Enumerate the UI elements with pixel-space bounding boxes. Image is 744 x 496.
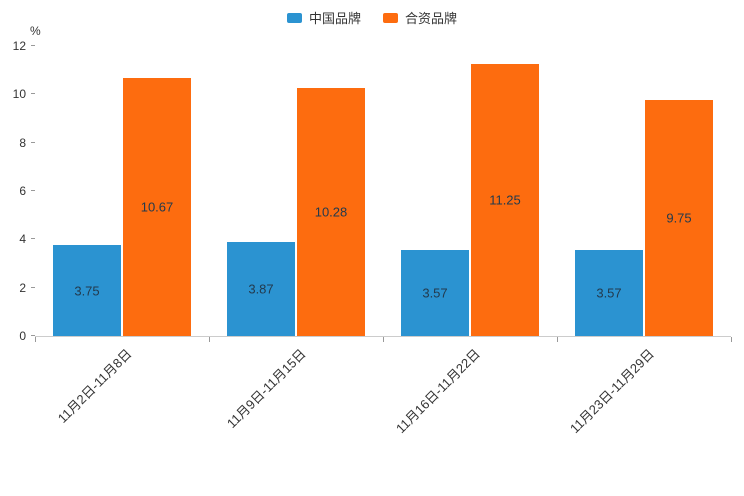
y-axis-tick-mark [31,335,35,336]
y-axis-tick-label: 6 [19,184,26,198]
bar-group: 3.87 10.28 [209,46,383,336]
bar-series-0-cat-0[interactable]: 3.75 [53,245,121,336]
y-axis-unit-label: % [30,24,41,38]
legend-label-joint-venture-brand: 合资品牌 [405,11,458,26]
y-axis-tick-label: 8 [19,135,26,150]
bar-value-label: 10.28 [314,204,348,220]
legend-item-joint-venture-brand[interactable]: 合资品牌 [383,8,457,27]
y-axis-tick-label: 10 [12,87,26,102]
x-axis-tick-mark [383,337,384,342]
plot-area: 3.75 10.67 3.87 10.28 3.57 11.25 3.57 9.75 [35,46,732,342]
bar-series-0-cat-2[interactable]: 3.57 [401,249,469,336]
bar-series-1-cat-3[interactable]: 9.75 [645,100,713,336]
bar-group: 3.57 9.75 [557,46,731,336]
bar-value-label: 3.87 [248,281,274,297]
bar-group: 3.75 10.67 [35,46,209,336]
legend-label-china-brand: 中国品牌 [308,11,361,26]
y-axis-tick-mark [31,93,35,95]
x-axis-category-label: 11月9日-11月15日 [223,346,309,431]
bar-group: 3.57 11.25 [383,46,557,336]
bar-value-label: 9.75 [666,210,692,226]
legend-item-china-brand[interactable]: 中国品牌 [286,8,361,27]
bar-value-label: 3.75 [74,283,100,299]
bar-series-0-cat-3[interactable]: 3.57 [575,249,643,336]
bar-value-label: 10.67 [140,199,174,215]
y-axis-tick-label: 2 [19,280,26,295]
y-axis-tick-label: 4 [19,232,26,247]
y-axis-tick-mark [31,190,35,191]
y-axis-tick-mark [31,45,35,46]
legend: 中国品牌 合资品牌 [0,8,744,27]
y-axis-tick-label: 0 [19,329,26,343]
x-axis-tick-mark [731,337,732,342]
y-axis-tick-mark [31,141,35,143]
y-axis-ticks: 0 2 4 6 8 10 12 [0,39,35,343]
y-axis-tick-label: 12 [12,39,26,53]
bar-series-1-cat-0[interactable]: 10.67 [123,78,191,336]
x-axis-category-label: 11月23日-11月29日 [566,346,657,437]
bar-value-label: 3.57 [422,285,448,301]
bar-series-1-cat-2[interactable]: 11.25 [471,64,539,336]
x-axis-category-label: 11月16日-11月22日 [392,346,483,437]
legend-swatch-china-brand [286,12,302,23]
y-axis-tick-mark [31,286,35,288]
x-axis-category-label: 11月2日-11月8日 [54,346,135,426]
x-axis-tick-mark [209,337,210,342]
bar-value-label: 11.25 [489,192,521,208]
x-axis-tick-mark [557,337,558,342]
legend-swatch-joint-venture-brand [383,12,398,23]
bar-series-0-cat-1[interactable]: 3.87 [227,242,295,336]
bar-series-1-cat-1[interactable]: 10.28 [297,87,365,336]
bar-value-label: 3.57 [596,285,622,301]
x-axis-tick-mark [35,337,36,342]
y-axis-tick-mark [31,238,35,240]
